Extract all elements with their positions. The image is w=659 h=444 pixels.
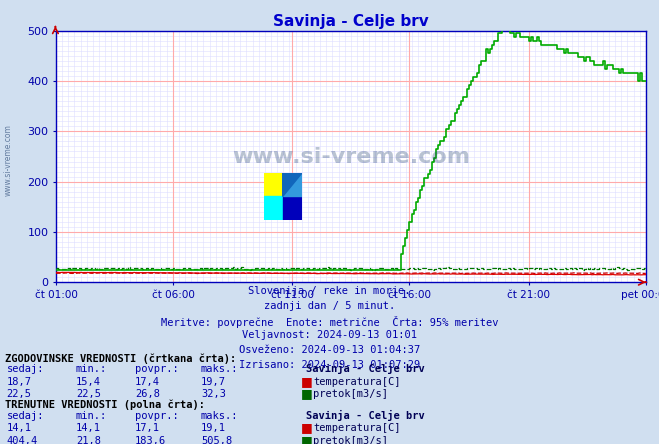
Text: 14,1: 14,1 — [7, 424, 32, 433]
Text: Slovenija / reke in morje.: Slovenija / reke in morje. — [248, 286, 411, 297]
Text: www.si-vreme.com: www.si-vreme.com — [232, 147, 470, 166]
Text: povpr.:: povpr.: — [135, 411, 179, 421]
Text: min.:: min.: — [76, 411, 107, 421]
Text: Izrisano: 2024-09-13 01:07:29: Izrisano: 2024-09-13 01:07:29 — [239, 360, 420, 370]
Text: Veljavnost: 2024-09-13 01:01: Veljavnost: 2024-09-13 01:01 — [242, 330, 417, 341]
Text: 22,5: 22,5 — [76, 389, 101, 399]
Text: 19,7: 19,7 — [201, 377, 226, 387]
Text: pretok[m3/s]: pretok[m3/s] — [313, 389, 388, 399]
Text: sedaj:: sedaj: — [7, 365, 44, 374]
Title: Savinja - Celje brv: Savinja - Celje brv — [273, 13, 429, 28]
Text: 19,1: 19,1 — [201, 424, 226, 433]
Text: maks.:: maks.: — [201, 365, 239, 374]
Bar — [264, 196, 283, 220]
Text: ■: ■ — [301, 387, 313, 400]
Text: ■: ■ — [301, 375, 313, 388]
Text: 18,7: 18,7 — [7, 377, 32, 387]
Text: ■: ■ — [301, 421, 313, 435]
Text: 17,4: 17,4 — [135, 377, 160, 387]
Text: sedaj:: sedaj: — [7, 411, 44, 421]
Text: temperatura[C]: temperatura[C] — [313, 377, 401, 387]
Bar — [283, 196, 302, 220]
Text: 22,5: 22,5 — [7, 389, 32, 399]
Text: 404,4: 404,4 — [7, 436, 38, 444]
Text: www.si-vreme.com: www.si-vreme.com — [3, 124, 13, 196]
Text: zadnji dan / 5 minut.: zadnji dan / 5 minut. — [264, 301, 395, 311]
Text: 14,1: 14,1 — [76, 424, 101, 433]
Text: min.:: min.: — [76, 365, 107, 374]
Text: Savinja - Celje brv: Savinja - Celje brv — [306, 410, 425, 421]
Text: ZGODOVINSKE VREDNOSTI (črtkana črta):: ZGODOVINSKE VREDNOSTI (črtkana črta): — [5, 353, 237, 364]
Text: pretok[m3/s]: pretok[m3/s] — [313, 436, 388, 444]
Text: 17,1: 17,1 — [135, 424, 160, 433]
Text: maks.:: maks.: — [201, 411, 239, 421]
Polygon shape — [283, 173, 302, 196]
Text: Osveženo: 2024-09-13 01:04:37: Osveženo: 2024-09-13 01:04:37 — [239, 345, 420, 355]
Text: ■: ■ — [301, 434, 313, 444]
Text: 32,3: 32,3 — [201, 389, 226, 399]
Bar — [264, 173, 283, 196]
Text: 505,8: 505,8 — [201, 436, 232, 444]
Text: 21,8: 21,8 — [76, 436, 101, 444]
Text: 15,4: 15,4 — [76, 377, 101, 387]
Text: temperatura[C]: temperatura[C] — [313, 424, 401, 433]
Polygon shape — [283, 173, 302, 196]
Text: 26,8: 26,8 — [135, 389, 160, 399]
Text: TRENUTNE VREDNOSTI (polna črta):: TRENUTNE VREDNOSTI (polna črta): — [5, 400, 205, 411]
Text: Meritve: povprečne  Enote: metrične  Črta: 95% meritev: Meritve: povprečne Enote: metrične Črta:… — [161, 316, 498, 328]
Text: povpr.:: povpr.: — [135, 365, 179, 374]
Text: Savinja - Celje brv: Savinja - Celje brv — [306, 363, 425, 374]
Text: 183,6: 183,6 — [135, 436, 166, 444]
